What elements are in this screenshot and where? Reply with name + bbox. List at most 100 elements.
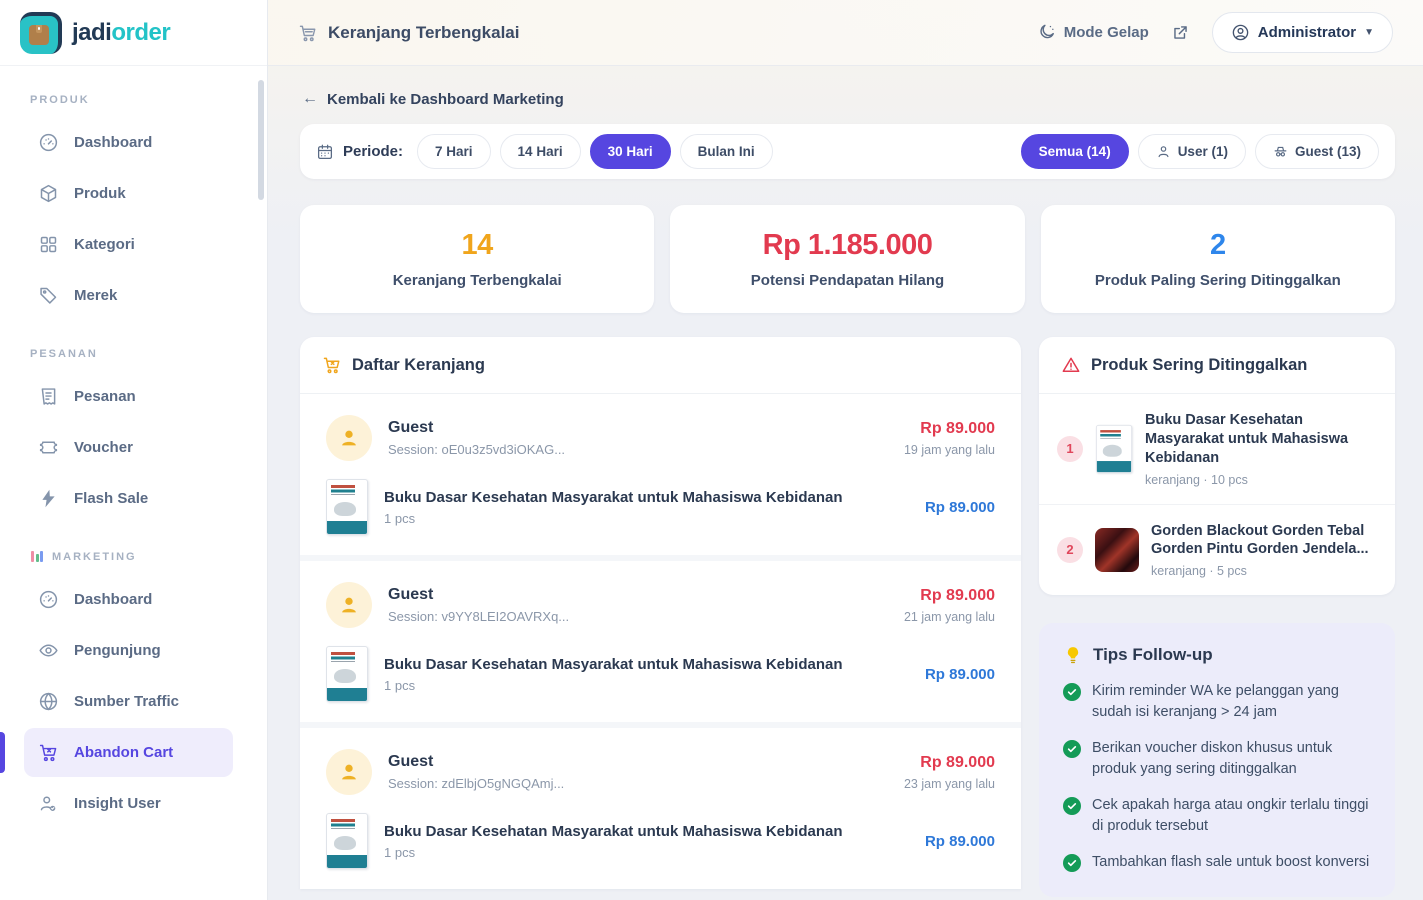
product-thumbnail (326, 646, 368, 702)
cart-age: 23 jam yang lalu (903, 776, 995, 791)
stat-label: Keranjang Terbengkalai (392, 272, 562, 289)
cart-product-row: Buku Dasar Kesehatan Masyarakat untuk Ma… (326, 479, 995, 535)
stat-lost-revenue: Rp 1.185.000 Potensi Pendapatan Hilang (670, 205, 1025, 313)
stat-label: Produk Paling Sering Ditinggalkan (1094, 272, 1341, 289)
product-thumbnail (326, 813, 368, 869)
sidebar-item-merek[interactable]: Merek (24, 271, 233, 320)
sidebar-scrollbar[interactable] (258, 80, 264, 200)
periode-bulan-ini-button[interactable]: Bulan Ini (679, 134, 773, 169)
sidebar-item-insight-user[interactable]: Insight User (24, 779, 233, 828)
pill-label: Guest (13) (1294, 144, 1361, 159)
right-column: Produk Sering Ditinggalkan 1 Buku Dasar … (1039, 337, 1395, 898)
product-price: Rp 89.000 (924, 665, 995, 683)
product-price: Rp 89.000 (924, 498, 995, 516)
gauge-icon (38, 589, 59, 610)
check-icon (1063, 740, 1081, 759)
page-content: ← Kembali ke Dashboard Marketing Periode… (268, 66, 1423, 900)
sidebar-item-flash-sale[interactable]: Flash Sale (24, 474, 233, 523)
check-icon (1063, 854, 1081, 873)
abandoned-products-header: Produk Sering Ditinggalkan (1039, 337, 1395, 394)
sidebar-item-label: Merek (74, 287, 118, 304)
rank-badge: 2 (1057, 536, 1083, 563)
scope-semua-button[interactable]: Semua (14) (1020, 134, 1129, 169)
back-link[interactable]: ← Kembali ke Dashboard Marketing (302, 90, 1395, 108)
product-qty: 1 pcs (384, 844, 416, 860)
cart-list-header: Daftar Keranjang (300, 337, 1021, 394)
product-price: Rp 89.000 (924, 832, 995, 850)
sidebar-item-label: Dashboard (74, 134, 153, 151)
brand-logo-icon (20, 11, 62, 54)
periode-30-hari-button[interactable]: 30 Hari (589, 134, 671, 169)
dark-mode-toggle[interactable]: Mode Gelap (1037, 23, 1149, 42)
sidebar-item-produk[interactable]: Produk (24, 169, 233, 218)
product-qty: 1 pcs (384, 677, 416, 693)
product-thumbnail (1095, 424, 1133, 473)
calendar-icon (316, 143, 334, 161)
periode-7-hari-button[interactable]: 7 Hari (417, 134, 491, 169)
periode-14-hari-button[interactable]: 14 Hari (499, 134, 581, 169)
sidebar-item-label: Abandon Cart (74, 744, 174, 761)
cart-entry[interactable]: Guest Session: zdElbjO5gNGQAmj... Rp 89.… (300, 722, 1021, 889)
guest-avatar (326, 582, 372, 628)
product-thumbnail (326, 479, 368, 535)
stat-top-abandoned-products: 2 Produk Paling Sering Ditinggalkan (1040, 205, 1395, 313)
sidebar-item-label: Voucher (74, 439, 133, 456)
product-meta: keranjang · 5 pcs (1151, 564, 1247, 579)
cart-entry[interactable]: Guest Session: v9YY8LEI2OAVRXq... Rp 89.… (300, 555, 1021, 722)
external-link-button[interactable] (1171, 23, 1190, 42)
sidebar-item-label: Produk (74, 185, 126, 202)
cart-list-card: Daftar Keranjang Guest Session: oE0u3z5v… (300, 337, 1021, 889)
sidebar-item-abandon-cart[interactable]: Abandon Cart (0, 728, 233, 777)
sidebar-section-label: PRODUK (30, 94, 90, 106)
sidebar-section-marketing: MARKETING (30, 551, 243, 563)
stats-row: 14 Keranjang Terbengkalai Rp 1.185.000 P… (300, 205, 1395, 313)
brand-name-primary: jadi (72, 18, 112, 46)
account-menu-button[interactable]: Administrator ▼ (1211, 12, 1393, 53)
abandoned-products-card: Produk Sering Ditinggalkan 1 Buku Dasar … (1039, 337, 1395, 596)
cart-total: Rp 89.000 (920, 753, 995, 771)
main-area: Keranjang Terbengkalai Mode Gelap Admini… (268, 0, 1423, 900)
brand-logo[interactable]: jadiorder (0, 0, 267, 66)
bar-chart-icon (30, 551, 44, 563)
ticket-icon (38, 437, 59, 458)
cart-total: Rp 89.000 (920, 586, 995, 604)
pill-label: 7 Hari (435, 144, 473, 159)
sidebar-item-dashboard-produk[interactable]: Dashboard (24, 118, 233, 167)
user-icon (1156, 144, 1171, 159)
session-id: Session: v9YY8LEI2OAVRXq... (388, 609, 570, 624)
sidebar-item-dashboard-marketing[interactable]: Dashboard (24, 575, 233, 624)
check-icon (1063, 683, 1081, 702)
filter-bar: Periode: 7 Hari 14 Hari 30 Hari Bulan In… (300, 124, 1395, 179)
gauge-icon (38, 132, 59, 153)
grid-icon (38, 234, 59, 255)
sidebar-item-voucher[interactable]: Voucher (24, 423, 233, 472)
scope-user-button[interactable]: User (1) (1137, 134, 1246, 169)
sidebar-item-kategori[interactable]: Kategori (24, 220, 233, 269)
sidebar-item-label: Insight User (74, 795, 161, 812)
warning-triangle-icon (1061, 355, 1081, 375)
sidebar-item-label: Flash Sale (74, 490, 149, 507)
eye-icon (38, 640, 59, 661)
stat-value: 2 (1210, 229, 1226, 261)
cart-product-row: Buku Dasar Kesehatan Masyarakat untuk Ma… (326, 646, 995, 702)
sidebar-item-label: Kategori (74, 236, 135, 253)
rank-badge: 1 (1057, 435, 1083, 462)
abandoned-product-row[interactable]: 2 Gorden Blackout Gorden Tebal Gorden Pi… (1039, 503, 1395, 596)
product-title: Gorden Blackout Gorden Tebal Gorden Pint… (1151, 522, 1369, 558)
cart-icon (298, 23, 318, 43)
moon-icon (1037, 23, 1056, 42)
brand-name-secondary: order (111, 18, 171, 46)
session-id: Session: zdElbjO5gNGQAmj... (388, 776, 565, 791)
sidebar-section-label: PESANAN (30, 348, 98, 360)
scope-guest-button[interactable]: Guest (13) (1254, 134, 1379, 169)
cart-age: 19 jam yang lalu (903, 442, 995, 457)
customer-name: Guest (388, 586, 434, 603)
sidebar-item-pengunjung[interactable]: Pengunjung (24, 626, 233, 675)
abandoned-product-row[interactable]: 1 Buku Dasar Kesehatan Masyarakat untuk … (1039, 394, 1395, 504)
pill-label: 30 Hari (607, 144, 653, 159)
tip-text: Cek apakah harga atau ongkir terlalu tin… (1092, 797, 1369, 835)
cart-entry[interactable]: Guest Session: oE0u3z5vd3iOKAG... Rp 89.… (300, 394, 1021, 555)
sidebar-item-sumber-traffic[interactable]: Sumber Traffic (24, 677, 233, 726)
sidebar-item-pesanan[interactable]: Pesanan (24, 372, 233, 421)
